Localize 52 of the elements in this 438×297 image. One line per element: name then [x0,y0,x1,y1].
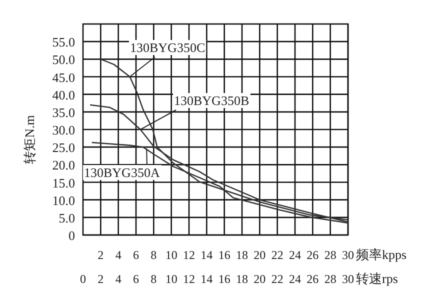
y-tick-label: 20.0 [52,158,75,173]
annotation: 130BYG350C [129,40,206,78]
x2-tick-label: 6 [133,272,139,286]
x2-tick-label: 12 [183,272,195,286]
x2-tick-label: 18 [236,272,248,286]
x-tick-label: 6 [133,248,139,262]
x2-tick-label: 22 [271,272,284,286]
x2-tick-label: 0 [80,272,86,286]
x-tick-label: 28 [324,248,336,262]
y-tick-label: 0 [68,228,75,243]
x2-tick-label: 28 [324,272,336,286]
x-tick-label: 26 [306,248,319,262]
x-tick-label: 24 [289,248,301,262]
x2-tick-label: 30 [342,272,354,286]
y-tick-label: 40.0 [52,87,75,102]
y-tick-label: 25.0 [52,140,75,156]
x2-tick-label: 20 [254,272,266,286]
annotation: 130BYG350B [174,93,250,108]
y-tick-label: 35.0 [52,104,75,120]
x2-tick-label: 8 [150,272,157,286]
x2-tick-label: 4 [115,272,122,286]
x-tick-label: 4 [115,248,122,262]
y-tick-label: 45.0 [52,70,75,85]
x-tick-label: 18 [236,248,248,262]
x2-tick-label: 24 [289,272,301,286]
x-tick-label: 16 [218,248,230,262]
x2-tick-label: 26 [306,272,319,286]
x-tick-label: 22 [271,248,284,262]
x2-axis-title: 转速rps [356,271,398,286]
annotation: 130BYG350B [140,93,250,130]
x-tick-label: 12 [183,248,195,262]
y-tick-label: 30.0 [52,122,75,138]
y-tick-label: 10.0 [52,192,75,208]
x2-tick-label: 10 [165,272,178,286]
x-axis-title: 频率kpps [356,247,407,262]
y-tick-label: 55.0 [52,34,75,50]
x-tick-label: 30 [342,248,354,262]
x-tick-label: 14 [200,248,213,262]
x-tick-label: 20 [254,248,266,262]
y-tick-label: 15.0 [52,175,75,190]
y-tick-label: 5.0 [58,210,75,226]
x2-tick-label: 14 [200,272,213,286]
x-tick-label: 8 [150,248,157,262]
x2-tick-label: 16 [218,272,230,286]
annotation: 130BYG350C [130,40,206,55]
y-tick-label: 50.0 [52,52,75,68]
x-tick-label: 10 [165,248,178,262]
x-tick-label: 2 [98,248,104,262]
y-axis-title: 转矩N.m [22,115,37,164]
annotation: 130BYG350A [84,165,160,180]
annotation: 130BYG350A [83,148,162,180]
x2-tick-label: 2 [98,272,104,286]
